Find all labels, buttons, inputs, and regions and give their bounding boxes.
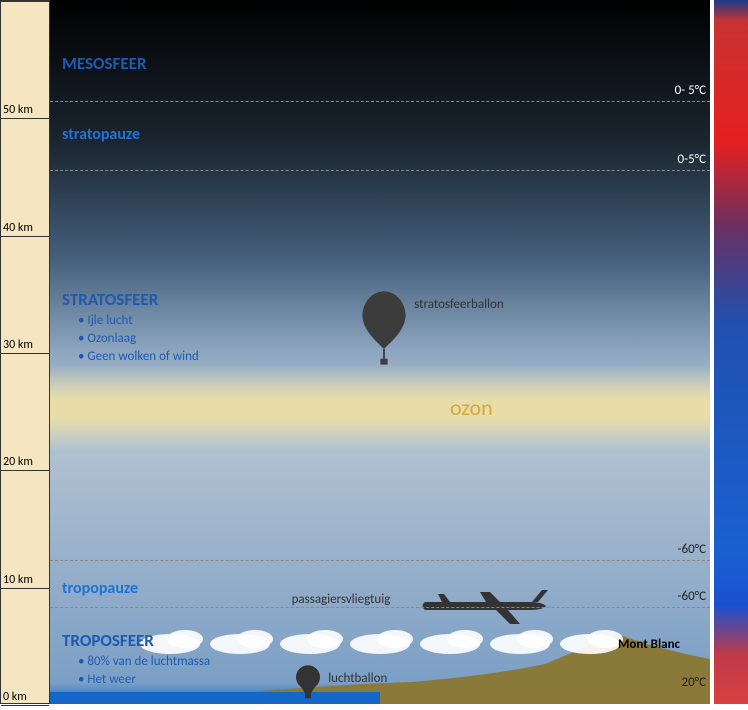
- altitude-tick: 50 km: [1, 118, 49, 123]
- stratopauze-label: stratopauze: [62, 125, 140, 144]
- altitude-tick: 10 km: [1, 588, 49, 593]
- temperature-label: 0- 5°C: [675, 83, 706, 98]
- temperature-label: -60°C: [678, 542, 707, 557]
- temperature-bar: [714, 0, 748, 704]
- altitude-tick: 0 km: [1, 705, 49, 710]
- troposfeer-label: TROPOSFEER: [62, 630, 154, 651]
- troposfeer-bullet: 80% van de luchtmassa: [78, 654, 210, 669]
- temperature-label: -60°C: [678, 589, 707, 604]
- ozone-layer: [50, 366, 710, 450]
- ozone-label: ozon: [450, 394, 493, 421]
- altitude-axis: 60 km50 km40 km30 km20 km10 km0 km: [0, 0, 50, 704]
- hot-air-balloon-icon: [294, 665, 322, 701]
- airplane-label: passagiersvliegtuig: [292, 592, 391, 607]
- stratosphere-balloon-icon: [360, 289, 408, 366]
- mesosfeer-label: MESOSFEER: [62, 53, 147, 74]
- tropopauze-label: tropopauze: [62, 579, 138, 598]
- boundary-line: [50, 101, 710, 102]
- stratosfeer-bullet: Geen wolken of wind: [78, 349, 199, 364]
- troposfeer-bullet: Het weer: [78, 672, 136, 687]
- stratosfeer-bullet: Ijle lucht: [78, 313, 133, 328]
- temperature-label: 0-5°C: [678, 152, 707, 167]
- atmosphere-panel: ozon stratosfeerballon passagiersvliegtu…: [50, 0, 710, 704]
- ground-temperature-label: 20°C: [681, 675, 706, 690]
- boundary-line: [50, 607, 710, 608]
- stratosphere-balloon-label: stratosfeerballon: [414, 297, 504, 312]
- boundary-line: [50, 560, 710, 561]
- boundary-line: [50, 170, 710, 171]
- mountain-label: Mont Blanc: [618, 637, 680, 652]
- altitude-tick: 40 km: [1, 236, 49, 241]
- altitude-tick: 30 km: [1, 353, 49, 358]
- stratosfeer-label: STRATOSFEER: [62, 289, 158, 310]
- hot-air-balloon-label: luchtballon: [328, 671, 387, 686]
- altitude-tick: 20 km: [1, 470, 49, 475]
- stratosfeer-bullet: Ozonlaag: [78, 331, 136, 346]
- altitude-tick: 60 km: [1, 1, 49, 6]
